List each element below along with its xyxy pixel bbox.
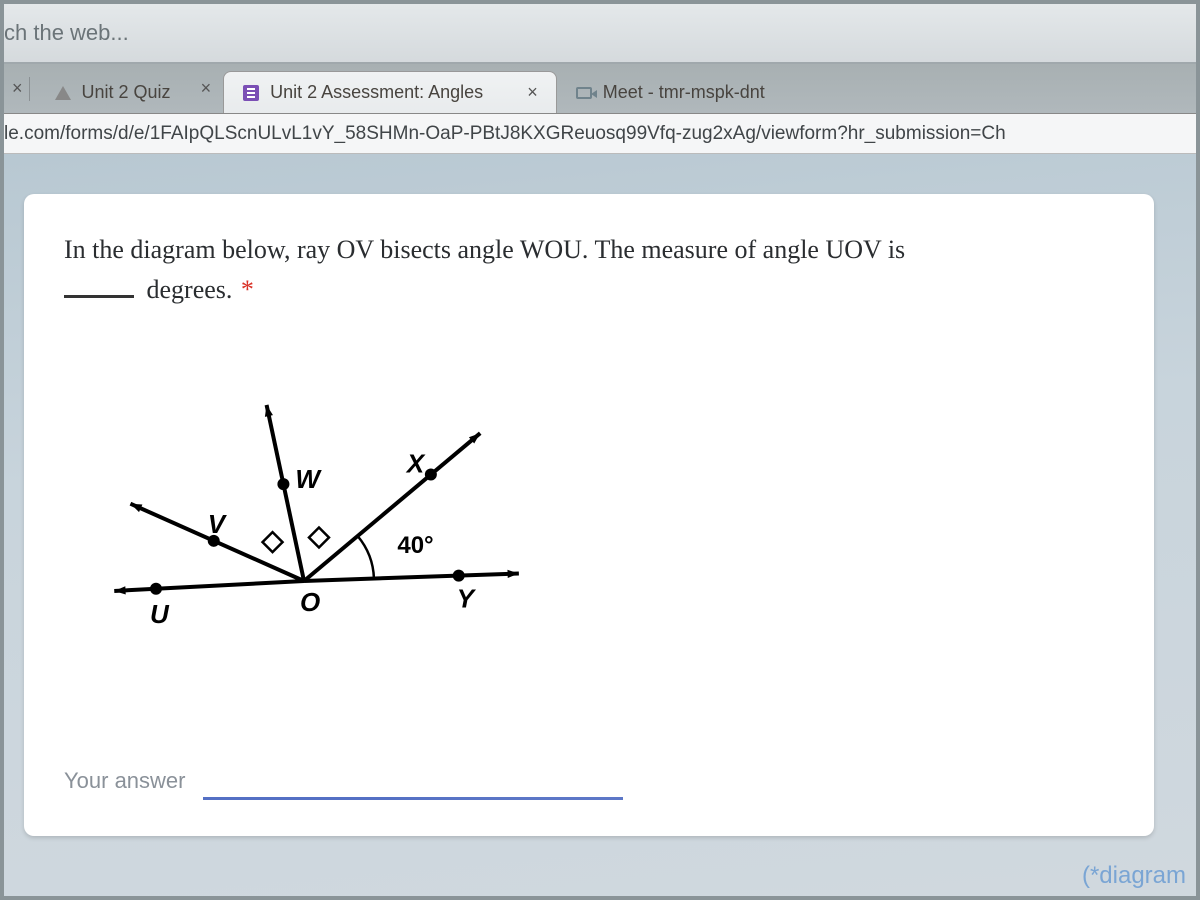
tab-separator [29,77,30,101]
answer-row: Your answer [64,766,1114,800]
address-bar[interactable]: le.com/forms/d/e/1FAIpQLScnULvL1vY_58SHM… [4,114,1196,154]
question-line1: In the diagram below, ray OV bisects ang… [64,235,905,264]
question-text: In the diagram below, ray OV bisects ang… [64,230,1114,311]
search-placeholder: ch the web... [4,20,129,46]
svg-text:V: V [208,508,228,538]
answer-input[interactable] [203,766,623,800]
close-icon[interactable]: × [527,82,538,103]
page-content: In the diagram below, ray OV bisects ang… [4,154,1196,896]
watermark-text: (*diagram [1082,862,1186,890]
tab-label: Meet - tmr-mspk-dnt [603,82,765,103]
svg-text:U: U [150,598,170,628]
svg-text:40°: 40° [397,532,433,559]
question-suffix: degrees. [147,275,233,304]
tab-unit2-assessment[interactable]: Unit 2 Assessment: Angles × [223,71,557,113]
answer-blank [64,295,134,298]
close-icon[interactable]: × [12,78,23,99]
svg-text:W: W [295,464,322,494]
tab-label: Unit 2 Assessment: Angles [270,82,483,103]
tab-strip: × Unit 2 Quiz × Unit 2 Assessment: Angle… [4,64,1196,114]
tab-label: Unit 2 Quiz [82,82,171,103]
tab-unit2-quiz[interactable]: Unit 2 Quiz [36,72,189,113]
url-text: le.com/forms/d/e/1FAIpQLScnULvL1vY_58SHM… [4,123,1006,145]
forms-icon [242,84,260,102]
angle-diagram: Y X W V U O 40° [104,381,584,661]
tab-meet[interactable]: Meet - tmr-mspk-dnt [557,72,783,113]
close-icon[interactable]: × [201,78,212,99]
svg-text:Y: Y [457,583,477,613]
answer-placeholder-label: Your answer [64,768,185,800]
svg-text:X: X [405,448,426,478]
svg-text:O: O [300,587,320,617]
doc-icon [54,84,72,102]
browser-search-bar[interactable]: ch the web... [4,4,1196,64]
meet-icon [575,84,593,102]
question-card: In the diagram below, ray OV bisects ang… [24,194,1154,836]
required-star: * [241,275,254,304]
